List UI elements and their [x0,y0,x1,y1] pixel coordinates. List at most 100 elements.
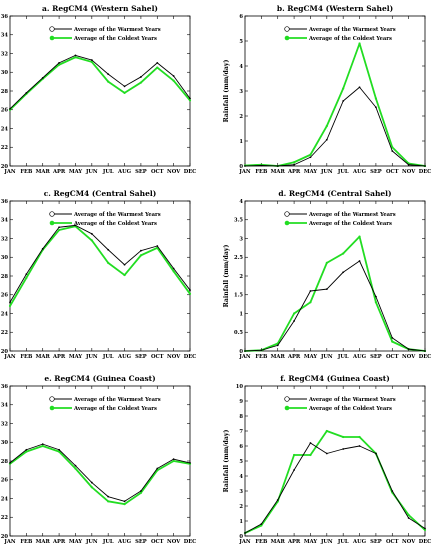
data-point-warmest [74,224,77,227]
data-point-coldest [156,66,159,69]
data-point-coldest [358,435,361,439]
data-point-warmest [25,448,28,451]
data-point-coldest [260,524,263,527]
data-point-coldest [90,486,93,489]
data-point-warmest [41,76,44,79]
x-tick-label: MAR [36,169,51,175]
y-tick-label: 22 [1,515,9,521]
y-tick-label: 4 [239,199,243,205]
x-tick-label: DEC [184,354,197,360]
x-tick-label: DEC [419,169,432,175]
data-point-warmest [74,464,77,467]
y-tick-label: 32 [1,421,9,427]
x-tick-label: MAR [271,169,286,175]
series-line-coldest [244,235,426,352]
x-tick-label: MAR [271,354,286,360]
y-tick-label: 34 [1,33,9,39]
legend-label-warmest: Average of the Warmest Years [73,397,161,403]
x-tick-label: APR [52,539,66,545]
y-tick-label: 3 [239,236,243,242]
data-point-warmest [140,490,142,492]
data-point-coldest [358,42,361,45]
data-point-warmest [276,344,279,347]
y-axis-label: Rainfall (mm/day) [223,430,230,493]
y-tick-label: 0 [239,534,243,540]
data-point-warmest [391,490,394,492]
data-point-warmest [9,301,11,304]
data-point-warmest [407,348,410,351]
x-tick-label: FEB [255,539,268,545]
x-tick-label: JUN [85,169,98,175]
data-point-warmest [156,61,159,64]
legend-marker-coldest [49,220,55,226]
legend-label-coldest: Average of the Coldest Years [73,36,157,42]
legend-marker-warmest [49,396,55,402]
chart-panel-3: c. RegCM4 (Central Sahel) 20 22 24 26 28 30 32 3… [1,189,197,360]
data-point-warmest [391,336,394,339]
x-tick-label: MAY [304,354,318,360]
data-point-coldest [292,312,296,315]
data-point-coldest [123,91,126,94]
data-point-coldest [90,60,93,64]
legend-marker-coldest [284,35,290,41]
data-point-coldest [41,444,44,448]
legend-marker-warmest [284,211,290,217]
series-line-warmest [244,442,426,534]
x-tick-label: AUG [352,354,367,360]
legend-marker-coldest [49,35,55,41]
series-line-coldest [244,42,426,167]
x-tick-label: JUL [337,169,349,175]
x-tick-label: MAY [304,539,318,545]
data-point-warmest [9,107,11,110]
series-line-coldest [9,225,191,307]
y-tick-label: 10 [236,384,244,390]
x-tick-label: AUG [117,169,132,175]
y-tick-label: 28 [1,274,9,280]
x-tick-label: OCT [386,539,399,545]
data-point-warmest [25,91,28,94]
x-tick-label: JUL [102,169,114,175]
x-tick-label: FEB [20,354,33,360]
data-point-warmest [309,156,312,159]
data-point-warmest [107,495,110,498]
data-point-coldest [57,450,61,453]
y-tick-label: 2 [239,274,243,280]
y-tick-label: 32 [1,51,9,57]
y-tick-label: 1 [239,311,243,317]
data-point-coldest [374,97,378,100]
y-tick-label: 5 [239,459,243,465]
data-point-coldest [107,80,110,83]
data-point-coldest [423,528,427,532]
data-point-coldest [107,261,110,264]
data-point-coldest [188,99,192,102]
data-point-coldest [8,304,12,308]
data-point-warmest [424,527,426,530]
y-tick-label: 6 [239,14,243,20]
data-point-coldest [172,459,175,463]
legend-label-coldest: Average of the Coldest Years [73,406,157,412]
y-tick-label: 20 [1,349,9,355]
x-tick-label: JUN [320,539,333,545]
chart-panel-4: d. RegCM4 (Central Sahel) 0 0.5 1 1.5 2 2.5 3 3.… [223,189,431,360]
data-point-warmest [189,289,191,291]
data-point-coldest [325,261,328,264]
series-line-warmest [9,54,191,110]
chart-title: f. RegCM4 (Guinea Coast) [280,374,390,383]
data-point-warmest [276,499,279,501]
x-tick-label: NOV [402,354,416,360]
data-point-warmest [358,445,361,447]
y-tick-label: 2.5 [234,255,243,261]
data-point-warmest [407,163,410,166]
legend-label-warmest: Average of the Warmest Years [308,212,396,218]
x-tick-label: JUN [320,354,333,360]
legend-label-coldest: Average of the Coldest Years [73,221,157,227]
data-point-warmest [244,350,246,352]
data-point-warmest [123,500,126,503]
data-point-warmest [325,138,328,141]
data-point-warmest [140,76,142,78]
data-point-warmest [172,267,175,270]
data-point-warmest [25,273,28,276]
chart-title: c. RegCM4 (Central Sahel) [44,189,157,198]
data-point-warmest [41,443,44,446]
